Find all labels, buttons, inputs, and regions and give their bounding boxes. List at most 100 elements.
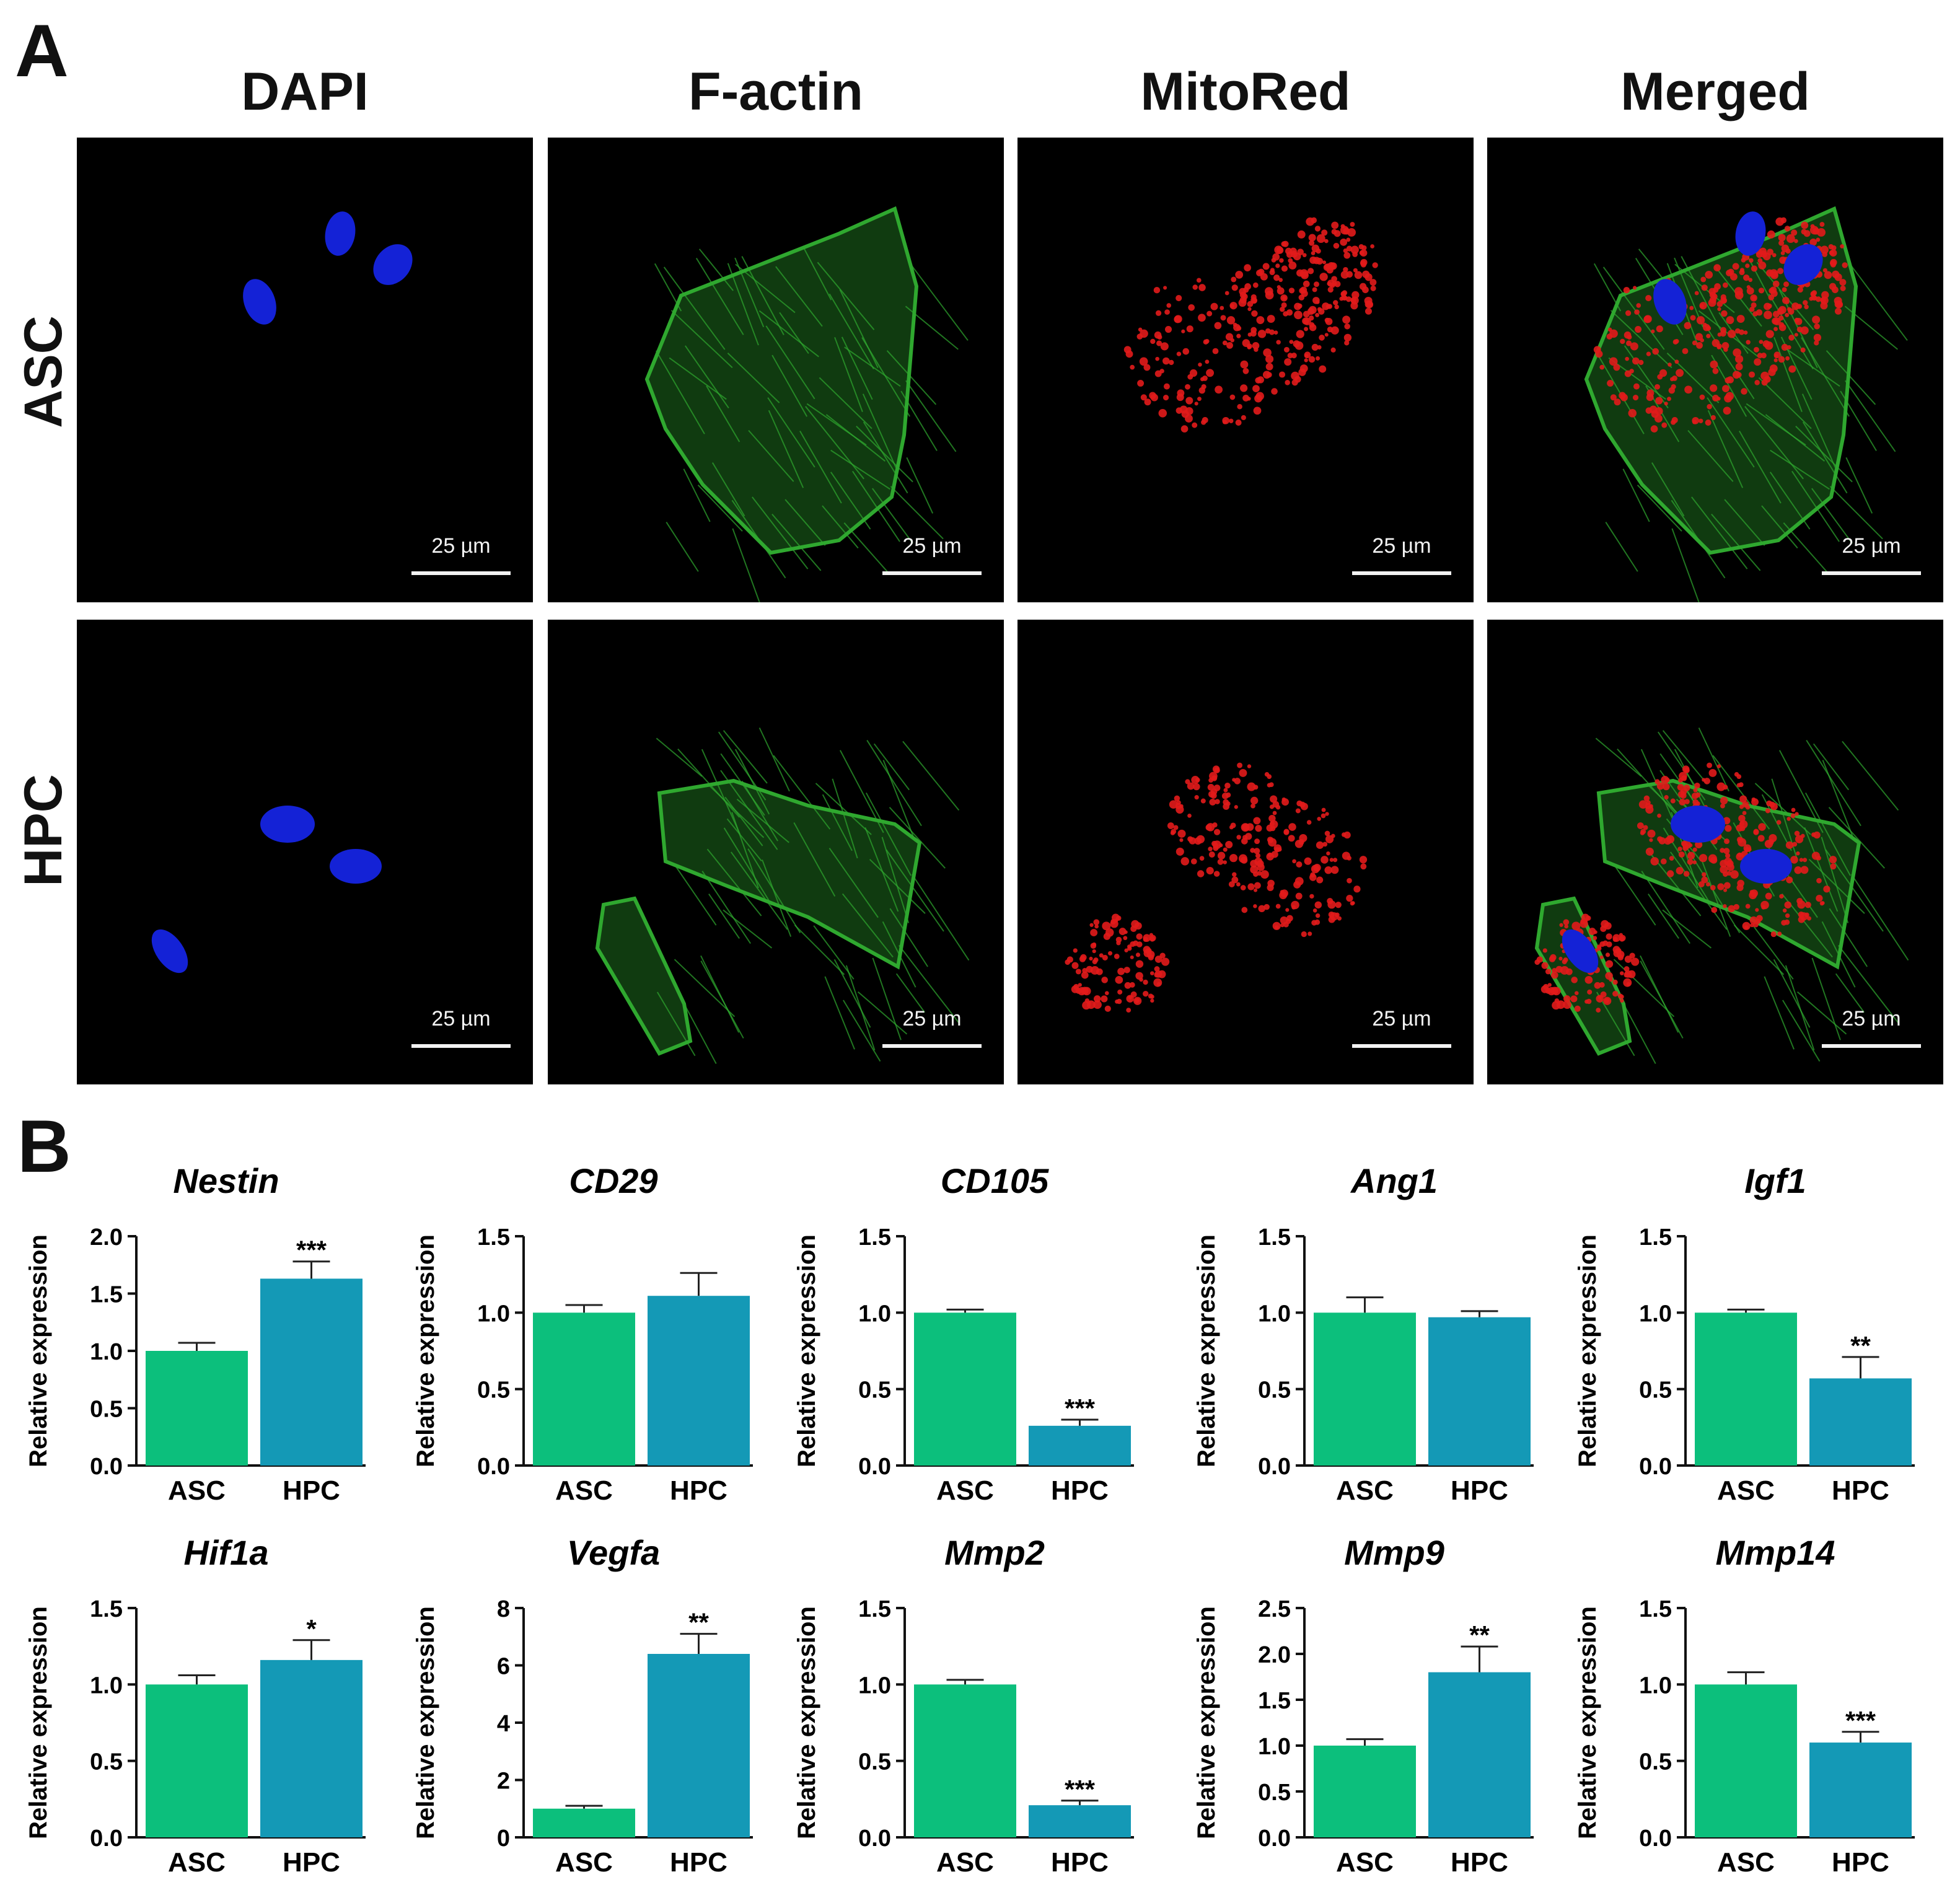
mitochondria-dot bbox=[1708, 854, 1717, 863]
actin-fiber bbox=[1773, 336, 1803, 412]
mitochondria-dot bbox=[1226, 342, 1233, 349]
mitochondria-dot bbox=[1563, 919, 1570, 925]
mitochondria-dot bbox=[1785, 913, 1790, 918]
y-tick-label: 2 bbox=[497, 1769, 510, 1795]
mitochondria-dot bbox=[1659, 369, 1668, 377]
mitochondria-dot bbox=[1198, 284, 1206, 291]
mitochondria-dot bbox=[1663, 783, 1670, 791]
actin-fiber bbox=[1837, 945, 1900, 1025]
actin-fiber bbox=[1822, 760, 1853, 837]
mitochondria-dot bbox=[1330, 347, 1336, 353]
mitochondria-dot bbox=[1224, 782, 1231, 789]
actin-fiber bbox=[1615, 866, 1656, 926]
mitochondria-dot bbox=[1607, 380, 1614, 387]
mitochondria-dot bbox=[1316, 876, 1324, 884]
mitochondria-dot bbox=[1312, 908, 1317, 913]
mitochondria-dot bbox=[1287, 353, 1293, 359]
nucleus bbox=[330, 849, 382, 884]
mitochondria-dot bbox=[1311, 864, 1320, 874]
mitochondria-dot bbox=[1251, 310, 1258, 317]
mitochondria-dot bbox=[1629, 369, 1634, 374]
mitochondria-dot bbox=[1244, 283, 1251, 290]
mitochondria-dot bbox=[1314, 901, 1322, 909]
mitochondria-dot bbox=[1559, 923, 1563, 927]
mitochondria-dot bbox=[1746, 287, 1754, 295]
mitochondria-dot bbox=[1308, 234, 1316, 242]
mitochondria-dot bbox=[1746, 340, 1751, 345]
mitochondria-dot bbox=[1273, 274, 1280, 281]
scale-bar bbox=[882, 1044, 982, 1048]
mitochondria-dot bbox=[1157, 335, 1162, 340]
mitochondria-dot bbox=[1343, 252, 1351, 259]
mitochondria-dot bbox=[1552, 987, 1561, 996]
mitochondria-dot bbox=[1723, 407, 1731, 415]
mitochondria-dot bbox=[1309, 874, 1317, 881]
actin-fiber bbox=[1778, 750, 1824, 833]
actin-fiber bbox=[727, 353, 780, 403]
actin-fiber bbox=[889, 807, 946, 869]
mitochondria-dot bbox=[1272, 253, 1280, 261]
mitochondria-dot bbox=[1545, 969, 1551, 975]
mitochondria-dot bbox=[1723, 848, 1730, 855]
mitochondria-dot bbox=[1288, 835, 1295, 842]
actin-fiber bbox=[813, 925, 855, 980]
mitochondria-dot bbox=[1700, 338, 1705, 343]
mitochondria-dot bbox=[1657, 814, 1661, 818]
mitochondria-dot bbox=[1708, 299, 1716, 307]
actin-fiber bbox=[701, 749, 741, 835]
actin-fiber bbox=[1707, 410, 1744, 488]
mitochondria-dot bbox=[1800, 347, 1806, 353]
mitochondria-dot bbox=[1811, 832, 1816, 837]
mitochondria-dot bbox=[1306, 820, 1312, 825]
mitochondria-dot bbox=[1161, 957, 1170, 966]
mitochondria-dot bbox=[1213, 871, 1220, 877]
actin-cytoskeleton bbox=[595, 778, 922, 1056]
mitochondria-dot bbox=[1223, 860, 1227, 864]
mitochondria-dot bbox=[1593, 346, 1601, 354]
actin-fiber bbox=[1844, 305, 1898, 350]
mitochondria-dot bbox=[1231, 284, 1238, 291]
mitochondria-dot bbox=[1701, 284, 1708, 291]
mitochondria-dot bbox=[1247, 307, 1252, 311]
mitochondria-dot bbox=[1794, 239, 1798, 244]
mitochondria-dot bbox=[1655, 384, 1660, 390]
mitochondria-dot bbox=[1806, 916, 1811, 921]
mitochondria-dot bbox=[1739, 270, 1745, 276]
mitochondria-dot bbox=[1634, 326, 1642, 333]
actin-fiber bbox=[723, 730, 768, 784]
mitochondria-dot bbox=[1264, 771, 1270, 777]
mitochondria-dot bbox=[1308, 356, 1316, 363]
mitochondria-dot bbox=[1830, 863, 1837, 870]
significance-mark: *** bbox=[1065, 1394, 1096, 1423]
mitochondria-dot bbox=[1816, 877, 1822, 884]
mitochondria-dot bbox=[1169, 359, 1174, 366]
actin-fiber bbox=[839, 750, 884, 833]
actin-fiber bbox=[1806, 740, 1861, 827]
mitochondria-dot bbox=[1212, 822, 1218, 828]
mitochondria-dot bbox=[1296, 861, 1303, 868]
actin-fiber bbox=[1754, 783, 1811, 835]
mitochondria-dot bbox=[1196, 278, 1202, 283]
mitochondria-dot bbox=[1160, 342, 1169, 351]
bar-hpc bbox=[1428, 1672, 1531, 1837]
actin-fiber bbox=[843, 1000, 881, 1062]
mitochondria-dot bbox=[1093, 995, 1101, 1003]
actin-fiber bbox=[832, 778, 858, 859]
actin-fiber bbox=[670, 310, 733, 368]
mitochondria-dot bbox=[1605, 952, 1611, 957]
mitochondria-dot bbox=[1092, 949, 1096, 954]
mitochondria-dot bbox=[1254, 838, 1260, 845]
y-tick-label: 0.5 bbox=[1639, 1749, 1672, 1775]
mitochondria-dot bbox=[1213, 828, 1221, 835]
mitochondria-dot bbox=[1790, 856, 1798, 864]
bar-hpc bbox=[1029, 1425, 1131, 1466]
mitochondria-dot bbox=[1650, 425, 1658, 433]
mitochondria-dot bbox=[1794, 317, 1800, 323]
mitochondria-dot bbox=[1764, 302, 1771, 310]
mitochondria-dot bbox=[1778, 323, 1786, 332]
mitochondria-dot bbox=[1782, 908, 1787, 913]
mitochondria-dot bbox=[1240, 360, 1249, 369]
mitochondria-dot bbox=[1710, 415, 1716, 421]
mitochondria-dot bbox=[1816, 894, 1823, 902]
mitochondria-dot bbox=[1236, 882, 1241, 887]
